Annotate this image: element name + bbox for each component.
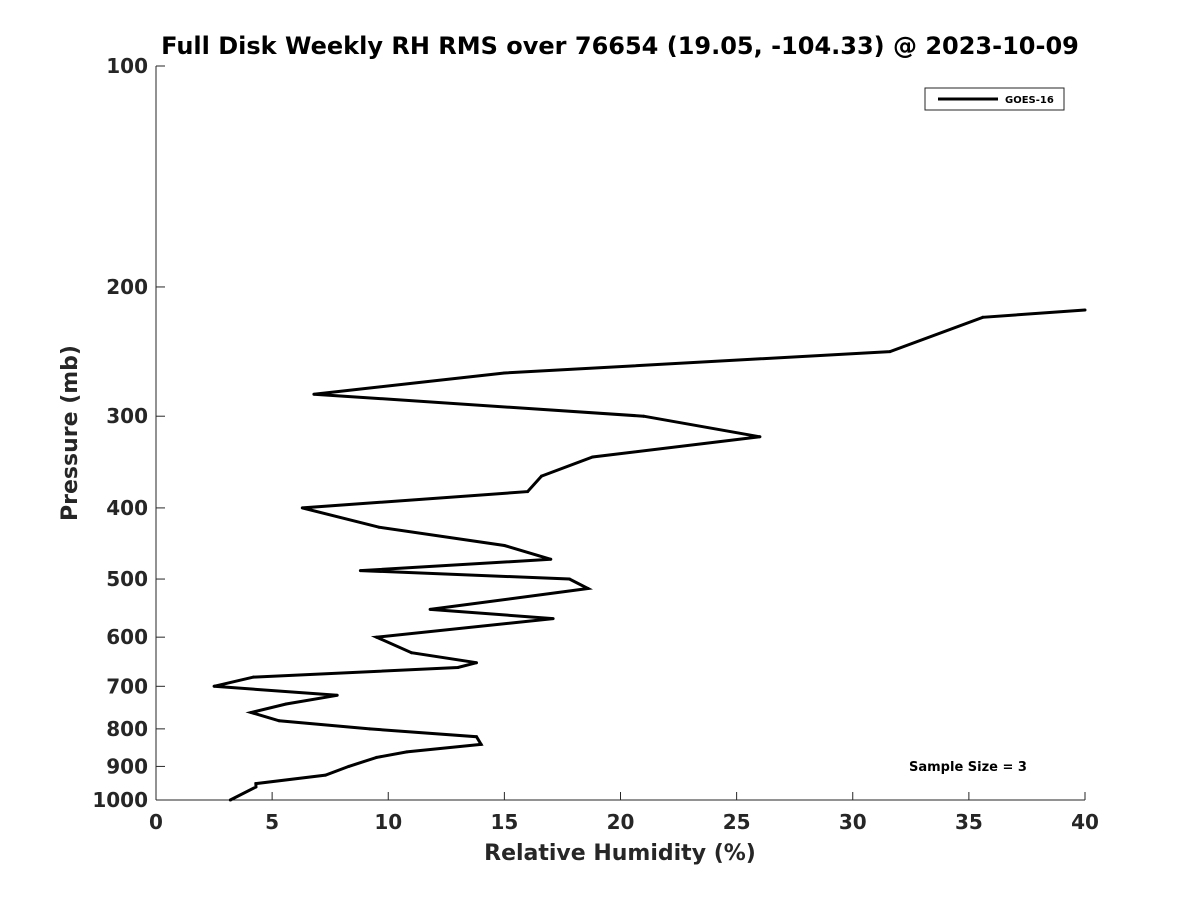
series-point	[252, 675, 255, 679]
y-tick-label: 500	[106, 567, 148, 591]
series-point	[377, 525, 381, 529]
series-point	[551, 617, 555, 621]
series-point	[410, 651, 413, 655]
y-tick-label: 900	[106, 754, 148, 778]
series-point	[981, 315, 985, 319]
x-tick-label: 30	[839, 810, 867, 834]
x-tick-label: 5	[265, 810, 279, 834]
y-tick-label: 800	[106, 717, 148, 741]
y-tick-label: 600	[106, 625, 148, 649]
x-tick-label: 0	[149, 810, 163, 834]
series-point	[591, 455, 595, 459]
series-point	[358, 569, 362, 573]
y-axis-label: Pressure (mb)	[58, 345, 83, 521]
series-point	[254, 785, 258, 789]
series-point	[758, 435, 762, 439]
series-point	[335, 693, 339, 697]
y-ticks: 100 200 300 400 500 600 700 800 900 1000	[92, 54, 165, 812]
series-point	[540, 474, 543, 478]
y-tick-label: 400	[106, 496, 148, 520]
chart-title: Full Disk Weekly RH RMS over 76654 (19.0…	[161, 32, 1079, 60]
series-point	[249, 711, 253, 714]
series-point	[254, 782, 258, 786]
series-point	[347, 764, 351, 768]
series-point	[405, 750, 409, 754]
series-point	[502, 371, 506, 375]
x-tick-label: 20	[607, 810, 635, 834]
x-tick-label: 15	[490, 810, 518, 834]
x-axis-label: Relative Humidity (%)	[484, 841, 756, 866]
series-point	[642, 414, 646, 418]
x-tick-label: 40	[1071, 810, 1099, 834]
x-ticks: 0 5 10 15 20 25 30 35 40	[149, 792, 1099, 834]
series-point	[284, 702, 288, 706]
series-point	[312, 392, 316, 396]
y-tick-label: 700	[106, 674, 148, 698]
y-tick-label: 1000	[92, 788, 148, 812]
series-point	[479, 742, 483, 746]
series-point	[456, 666, 460, 669]
x-tick-label: 10	[374, 810, 402, 834]
series-point	[212, 684, 216, 688]
series-point	[375, 755, 379, 759]
y-tick-label: 300	[106, 404, 148, 428]
series-point	[368, 727, 372, 731]
legend-label: GOES-16	[1005, 95, 1054, 106]
series-point	[526, 490, 530, 494]
series-point	[567, 577, 571, 581]
x-tick-label: 25	[723, 810, 751, 834]
series-point	[475, 661, 478, 665]
series-points	[212, 308, 1087, 802]
y-tick-label: 200	[106, 275, 148, 299]
series-point	[428, 607, 432, 611]
y-tick-label: 100	[106, 54, 148, 78]
sample-size-annotation: Sample Size = 3	[909, 760, 1027, 775]
legend: GOES-16	[924, 87, 1065, 111]
series-point	[586, 587, 590, 590]
series-point	[502, 544, 506, 547]
series-point	[277, 719, 281, 723]
series-point	[475, 735, 478, 739]
x-tick-label: 35	[955, 810, 983, 834]
series-point	[1083, 308, 1087, 312]
series-point	[228, 798, 232, 802]
series-point	[300, 506, 304, 510]
series-point	[888, 350, 892, 354]
series-point	[324, 773, 327, 777]
series-point	[549, 557, 553, 561]
series-point	[375, 635, 379, 639]
